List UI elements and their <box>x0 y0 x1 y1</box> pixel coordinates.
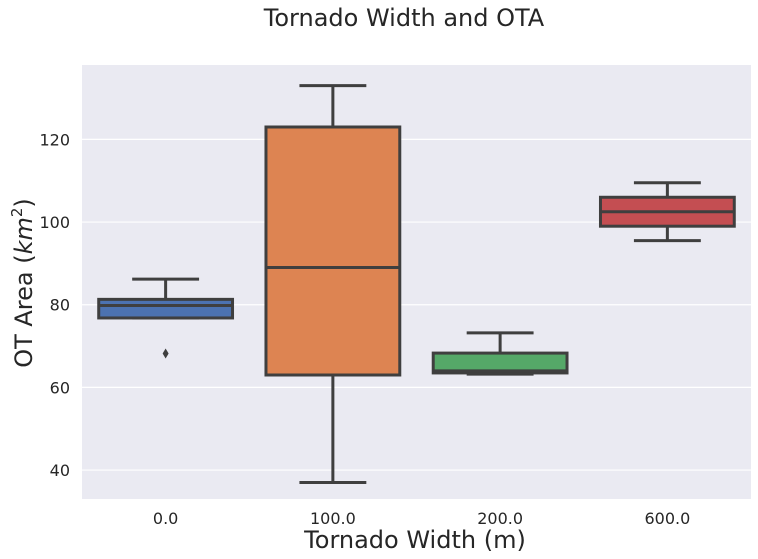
plot-area <box>82 65 751 499</box>
box-100.0 <box>264 84 402 484</box>
x-tick-label: 100.0 <box>310 509 356 528</box>
chart-title: Tornado Width and OTA <box>263 4 545 32</box>
box-200.0 <box>431 331 569 376</box>
x-tick-label: 0.0 <box>153 509 178 528</box>
y-tick-label: 60 <box>50 378 70 397</box>
y-axis-ticks: 40 60 80 100 120 <box>39 130 70 480</box>
box-0.0 <box>97 277 235 359</box>
y-tick-label: 40 <box>50 461 70 480</box>
y-axis-label-unit: km <box>10 217 38 254</box>
y-axis-label-main: OT Area ( <box>10 254 38 367</box>
box-600.0 <box>598 181 736 243</box>
x-tick-label: 600.0 <box>644 509 690 528</box>
outlier-point <box>162 348 169 359</box>
y-axis-label-close: ) <box>10 198 38 207</box>
y-axis-label: OT Area (km2) <box>8 198 38 368</box>
y-axis-label-exponent: 2 <box>8 208 26 218</box>
box-body <box>97 297 235 320</box>
box-body <box>264 125 402 377</box>
y-tick-label: 100 <box>39 213 70 232</box>
x-axis-ticks: 0.0 100.0 200.0 600.0 <box>153 509 690 528</box>
x-tick-label: 200.0 <box>477 509 523 528</box>
y-tick-label: 80 <box>50 296 70 315</box>
y-tick-label: 120 <box>39 130 70 149</box>
boxes <box>97 84 736 484</box>
box-body <box>431 351 569 375</box>
x-axis-label: Tornado Width (m) <box>303 526 526 554</box>
